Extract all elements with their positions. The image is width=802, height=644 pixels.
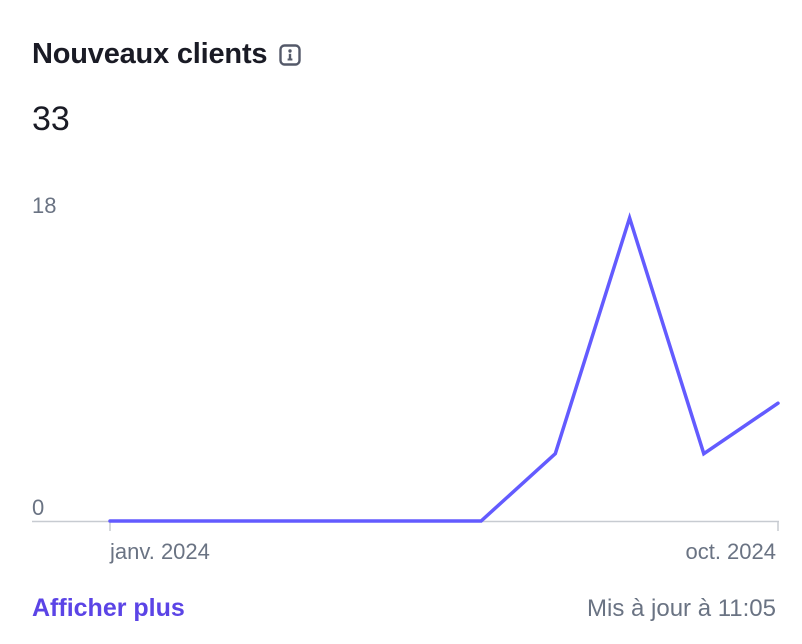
updated-status: Mis à jour à 11:05 xyxy=(587,595,776,622)
x-tick-label-end: oct. 2024 xyxy=(685,539,776,564)
card-title: Nouveaux clients xyxy=(32,38,268,70)
data-point[interactable] xyxy=(252,515,264,527)
data-point[interactable] xyxy=(104,515,116,527)
data-point[interactable] xyxy=(327,515,339,527)
info-icon[interactable] xyxy=(279,43,302,66)
data-point[interactable] xyxy=(624,212,636,224)
data-point[interactable] xyxy=(178,515,190,527)
card-header: Nouveaux clients xyxy=(32,38,302,71)
series-line-0 xyxy=(108,212,780,523)
data-point[interactable] xyxy=(401,515,413,527)
metric-value: 33 xyxy=(32,100,70,138)
data-point[interactable] xyxy=(549,448,561,460)
data-point[interactable] xyxy=(772,397,784,409)
data-point[interactable] xyxy=(698,448,710,460)
y-tick-label: 18 xyxy=(32,193,56,218)
y-tick-label: 0 xyxy=(32,495,44,520)
show-more-link[interactable]: Afficher plus xyxy=(32,594,185,622)
x-tick-label-start: janv. 2024 xyxy=(109,539,210,564)
data-point[interactable] xyxy=(475,515,487,527)
